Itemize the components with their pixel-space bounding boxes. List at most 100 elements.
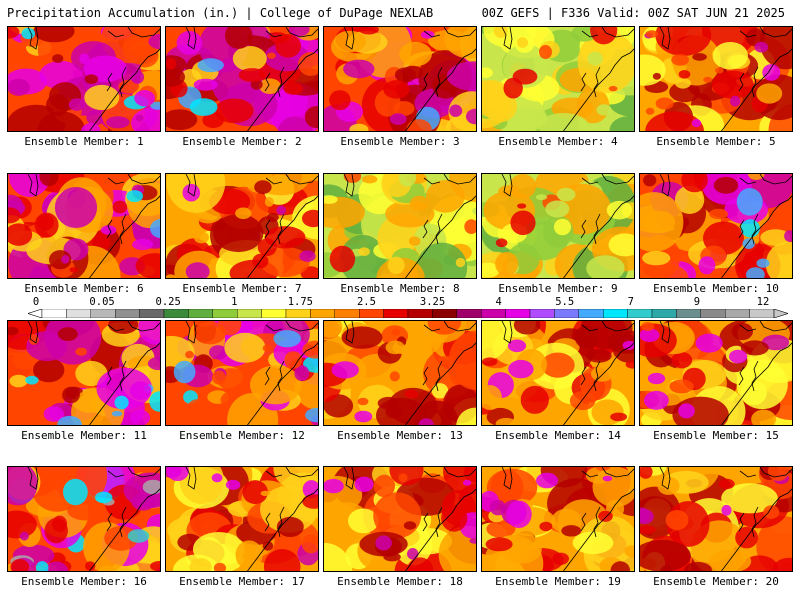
- bay-outline: [580, 360, 601, 392]
- ensemble-member-label: Ensemble Member: 14: [495, 429, 621, 442]
- lake-outline: [501, 174, 634, 197]
- precip-field: [8, 321, 160, 425]
- colorbar-swatch: [163, 309, 189, 318]
- bay-outline: [738, 66, 759, 98]
- coastline: [247, 342, 318, 425]
- coastline: [721, 488, 792, 571]
- colorbar-max-arrow: [773, 309, 788, 318]
- coastline: [247, 48, 318, 131]
- coastline: [89, 488, 160, 571]
- precip-field: [324, 174, 476, 278]
- colorbar-swatch: [578, 309, 604, 318]
- precip-colorbar: [28, 309, 788, 318]
- ensemble-member-label: Ensemble Member: 12: [179, 429, 305, 442]
- bay-outline: [264, 213, 285, 245]
- colorbar-tick-label: 9: [693, 296, 701, 308]
- lake-outline: [185, 174, 318, 197]
- ensemble-member-map-6: [7, 173, 161, 279]
- colorbar-swatch: [603, 309, 628, 318]
- colorbar-tick-label: 1: [231, 296, 238, 308]
- bay-outline: [580, 213, 601, 245]
- ensemble-member-map-18: [323, 466, 477, 572]
- ensemble-member-label: Ensemble Member: 4: [498, 135, 618, 148]
- ensemble-member-label: Ensemble Member: 15: [653, 429, 779, 442]
- colorbar-swatch: [676, 309, 702, 318]
- lake-outline: [185, 467, 318, 490]
- ensemble-member-map-5: [639, 26, 793, 132]
- colorbar-swatch: [700, 309, 726, 318]
- ensemble-member-label: Ensemble Member: 20: [653, 575, 779, 588]
- lake-outline: [659, 174, 792, 197]
- bay-outline: [264, 506, 285, 538]
- colorbar-tick-label: 0.25: [155, 296, 181, 308]
- ensemble-member-label: Ensemble Member: 18: [337, 575, 463, 588]
- bay-outline: [580, 506, 601, 538]
- precip-field: [640, 321, 792, 425]
- colorbar-swatch: [66, 309, 92, 318]
- colorbar-tick-label: 0: [32, 296, 40, 308]
- colorbar-swatch: [90, 309, 116, 318]
- lake-outline: [501, 467, 634, 490]
- colorbar-swatch: [383, 309, 409, 318]
- coastline: [721, 195, 792, 278]
- ensemble-member-map-14: [481, 320, 635, 426]
- colorbar-tick-label: 1.75: [287, 296, 314, 308]
- colorbar-swatch: [456, 309, 482, 318]
- coastline: [563, 488, 634, 571]
- ensemble-member-label: Ensemble Member: 3: [340, 135, 460, 148]
- precip-field: [166, 321, 318, 425]
- coastline: [89, 195, 160, 278]
- lake-outline: [185, 27, 318, 50]
- lake-outline: [27, 321, 160, 344]
- ensemble-member-label: Ensemble Member: 6: [24, 282, 144, 295]
- precip-field: [324, 321, 476, 425]
- colorbar-swatch: [285, 309, 311, 318]
- colorbar-min-arrow: [28, 309, 43, 318]
- colorbar-swatch: [334, 309, 360, 318]
- coastline: [563, 195, 634, 278]
- lake-outline: [501, 27, 634, 50]
- precip-field: [8, 174, 160, 278]
- ensemble-member-map-10: [639, 173, 793, 279]
- colorbar-tick-label: 2.5: [356, 296, 376, 308]
- lake-outline: [27, 467, 160, 490]
- colorbar-swatch: [627, 309, 653, 318]
- bay-outline: [422, 360, 443, 392]
- colorbar-tick-label: 12: [756, 296, 770, 308]
- bay-outline: [422, 66, 443, 98]
- ensemble-member-map-13: [323, 320, 477, 426]
- precip-field: [640, 27, 792, 131]
- bay-outline: [738, 360, 759, 392]
- ensemble-member-map-4: [481, 26, 635, 132]
- precip-field: [324, 27, 476, 131]
- colorbar-tick-label: 0.05: [89, 296, 115, 308]
- bay-outline: [264, 66, 285, 98]
- coastline: [721, 342, 792, 425]
- colorbar-swatch: [505, 309, 531, 318]
- ensemble-member-label: Ensemble Member: 1: [24, 135, 144, 148]
- colorbar-swatch: [261, 309, 287, 318]
- lake-outline: [501, 321, 634, 344]
- colorbar-swatch: [725, 309, 750, 318]
- ensemble-member-label: Ensemble Member: 9: [498, 282, 618, 295]
- colorbar-swatch: [359, 309, 384, 318]
- precip-field: [482, 467, 634, 571]
- ensemble-member-label: Ensemble Member: 17: [179, 575, 305, 588]
- ensemble-member-label: Ensemble Member: 11: [21, 429, 147, 442]
- ensemble-member-map-3: [323, 26, 477, 132]
- bay-outline: [738, 213, 759, 245]
- lake-outline: [343, 27, 476, 50]
- ensemble-member-map-16: [7, 466, 161, 572]
- colorbar-tick-label: 7: [627, 296, 634, 308]
- ensemble-member-label: Ensemble Member: 13: [337, 429, 463, 442]
- colorbar-swatch: [481, 309, 506, 318]
- colorbar-swatch: [407, 309, 433, 318]
- colorbar-swatch: [432, 309, 457, 318]
- lake-outline: [27, 174, 160, 197]
- coastline: [89, 342, 160, 425]
- ensemble-member-map-7: [165, 173, 319, 279]
- ensemble-member-map-9: [481, 173, 635, 279]
- coastline: [721, 48, 792, 131]
- colorbar-swatch: [651, 309, 677, 318]
- precip-field: [324, 467, 476, 571]
